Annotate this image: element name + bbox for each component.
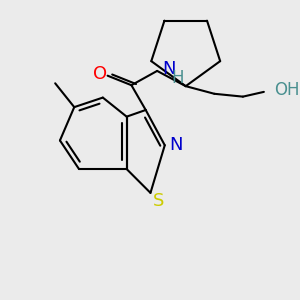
Text: N: N [169, 136, 183, 154]
Text: H: H [172, 69, 184, 87]
Text: N: N [162, 60, 175, 78]
Text: O: O [274, 81, 287, 99]
Text: H: H [286, 81, 299, 99]
Text: O: O [93, 65, 107, 83]
Text: S: S [152, 191, 164, 209]
